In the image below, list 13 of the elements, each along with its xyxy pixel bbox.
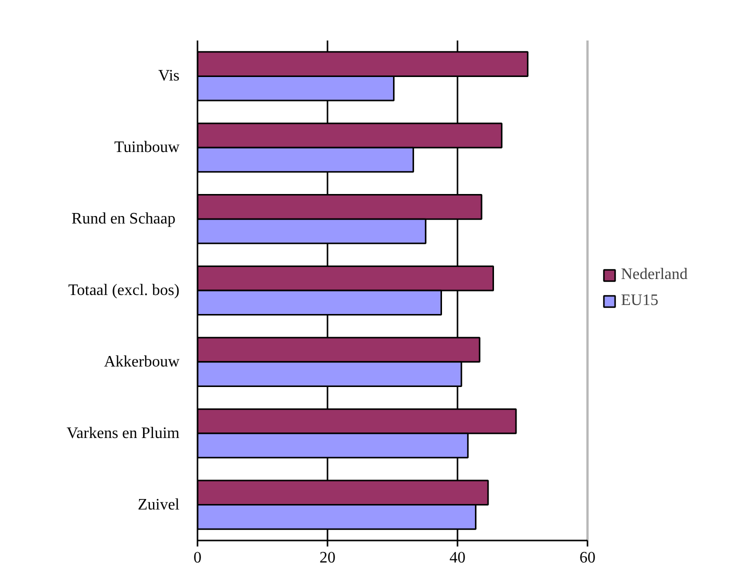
x-tick-label: 40	[450, 550, 466, 566]
legend-label: EU15	[621, 292, 658, 310]
x-tick-label: 20	[320, 550, 336, 566]
legend-label: Nederland	[621, 266, 688, 284]
y-tick-label: Rund en Schaap	[72, 210, 176, 228]
x-tick-label: 0	[194, 550, 202, 566]
y-tick-label: Akkerbouw	[104, 353, 180, 370]
y-tick-label: Tuinbouw	[114, 139, 180, 156]
y-tick-label: Totaal (excl. bos)	[68, 282, 180, 299]
y-tick-label: Zuivel	[138, 496, 180, 514]
y-tick-label: Varkens en Pluim	[66, 424, 180, 442]
x-tick-label: 60	[580, 550, 596, 566]
y-tick-label: Vis	[158, 68, 180, 85]
